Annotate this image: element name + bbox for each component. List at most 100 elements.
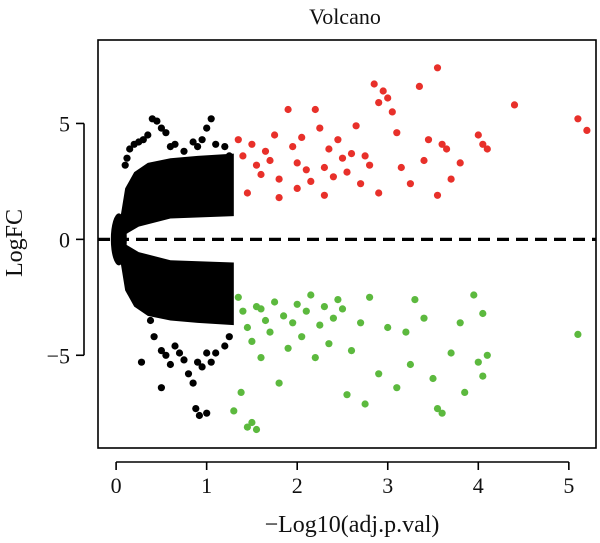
down-point bbox=[411, 296, 419, 304]
not_significant-point bbox=[189, 379, 197, 387]
down-point bbox=[280, 312, 288, 320]
up-point bbox=[479, 140, 487, 148]
up-point bbox=[252, 161, 261, 169]
data-points bbox=[121, 64, 591, 434]
up-point bbox=[574, 115, 582, 123]
nonsignificant-density-cloud bbox=[110, 153, 234, 326]
not_significant-point bbox=[194, 143, 202, 151]
up-point bbox=[284, 105, 292, 114]
up-point bbox=[298, 133, 306, 141]
up-point bbox=[275, 175, 283, 183]
down-point bbox=[252, 425, 261, 434]
up-point bbox=[370, 80, 378, 88]
up-point bbox=[393, 129, 401, 137]
down-point bbox=[237, 388, 245, 396]
not_significant-point bbox=[150, 333, 158, 341]
y-axis-title: LogFC bbox=[2, 209, 28, 277]
up-point bbox=[271, 131, 279, 139]
not_significant-point bbox=[175, 349, 184, 357]
not_significant-point bbox=[198, 136, 206, 144]
not_significant-point bbox=[121, 161, 129, 169]
up-point bbox=[438, 140, 446, 148]
y-tick-label: 0 bbox=[59, 227, 70, 252]
not_significant-point bbox=[180, 147, 188, 155]
up-point bbox=[248, 140, 256, 148]
up-point bbox=[388, 108, 396, 116]
down-point bbox=[230, 407, 238, 415]
down-point bbox=[357, 319, 365, 327]
x-tick-label: 5 bbox=[563, 473, 574, 498]
not_significant-point bbox=[123, 154, 131, 162]
up-point bbox=[266, 156, 274, 165]
x-tick-label: 3 bbox=[382, 473, 393, 498]
down-point bbox=[479, 309, 487, 318]
up-point bbox=[239, 152, 247, 160]
not_significant-point bbox=[207, 115, 215, 123]
down-point bbox=[438, 409, 446, 417]
down-point bbox=[311, 354, 319, 362]
not_significant-point bbox=[195, 411, 203, 420]
down-point bbox=[461, 388, 469, 396]
not_significant-point bbox=[137, 358, 146, 366]
down-point bbox=[307, 291, 315, 299]
not_significant-point bbox=[166, 360, 174, 369]
up-point bbox=[433, 64, 442, 72]
up-point bbox=[352, 122, 360, 130]
down-point bbox=[447, 349, 455, 357]
not_significant-point bbox=[184, 370, 193, 378]
down-point bbox=[293, 300, 301, 308]
down-point bbox=[320, 303, 328, 311]
down-point bbox=[347, 347, 356, 355]
not_significant-point bbox=[203, 124, 211, 132]
down-point bbox=[420, 314, 428, 322]
up-point bbox=[424, 136, 433, 144]
up-point bbox=[483, 145, 491, 153]
down-point bbox=[329, 314, 337, 322]
down-point bbox=[257, 354, 265, 362]
up-point bbox=[361, 152, 369, 160]
down-point bbox=[239, 307, 247, 315]
not_significant-point bbox=[126, 145, 134, 153]
not_significant-point bbox=[157, 347, 165, 355]
up-point bbox=[397, 163, 405, 172]
up-point bbox=[474, 131, 482, 139]
not_significant-point bbox=[203, 349, 211, 357]
up-point bbox=[293, 159, 301, 167]
not_significant-point bbox=[207, 358, 215, 366]
down-point bbox=[248, 337, 256, 345]
up-point bbox=[406, 180, 414, 188]
down-point bbox=[375, 370, 383, 378]
y-tick-label: −5 bbox=[47, 343, 70, 368]
up-point bbox=[379, 87, 387, 95]
down-point bbox=[470, 291, 478, 299]
down-point bbox=[289, 319, 297, 327]
not_significant-point bbox=[162, 129, 170, 137]
up-point bbox=[415, 82, 423, 90]
down-point bbox=[433, 405, 442, 413]
down-point bbox=[338, 305, 347, 313]
not_significant-point bbox=[162, 351, 170, 359]
down-point bbox=[266, 328, 274, 336]
up-point bbox=[289, 143, 297, 151]
up-point bbox=[329, 173, 337, 181]
chart-title: Volcano bbox=[309, 4, 381, 29]
up-point bbox=[343, 168, 351, 176]
not_significant-point bbox=[192, 405, 200, 413]
upper-cloud bbox=[116, 153, 234, 239]
down-point bbox=[243, 423, 251, 431]
up-point bbox=[320, 163, 328, 172]
not_significant-point bbox=[144, 131, 152, 139]
up-point bbox=[510, 101, 519, 109]
down-point bbox=[302, 307, 310, 315]
up-point bbox=[443, 145, 451, 153]
up-point bbox=[302, 166, 310, 174]
down-point bbox=[474, 358, 482, 366]
up-point bbox=[293, 184, 301, 192]
up-point bbox=[420, 156, 428, 165]
up-point bbox=[311, 105, 319, 114]
down-point bbox=[234, 293, 242, 301]
down-point bbox=[325, 340, 333, 348]
down-point bbox=[243, 323, 251, 332]
x-axis-title: −Log10(adj.p.val) bbox=[265, 512, 440, 538]
